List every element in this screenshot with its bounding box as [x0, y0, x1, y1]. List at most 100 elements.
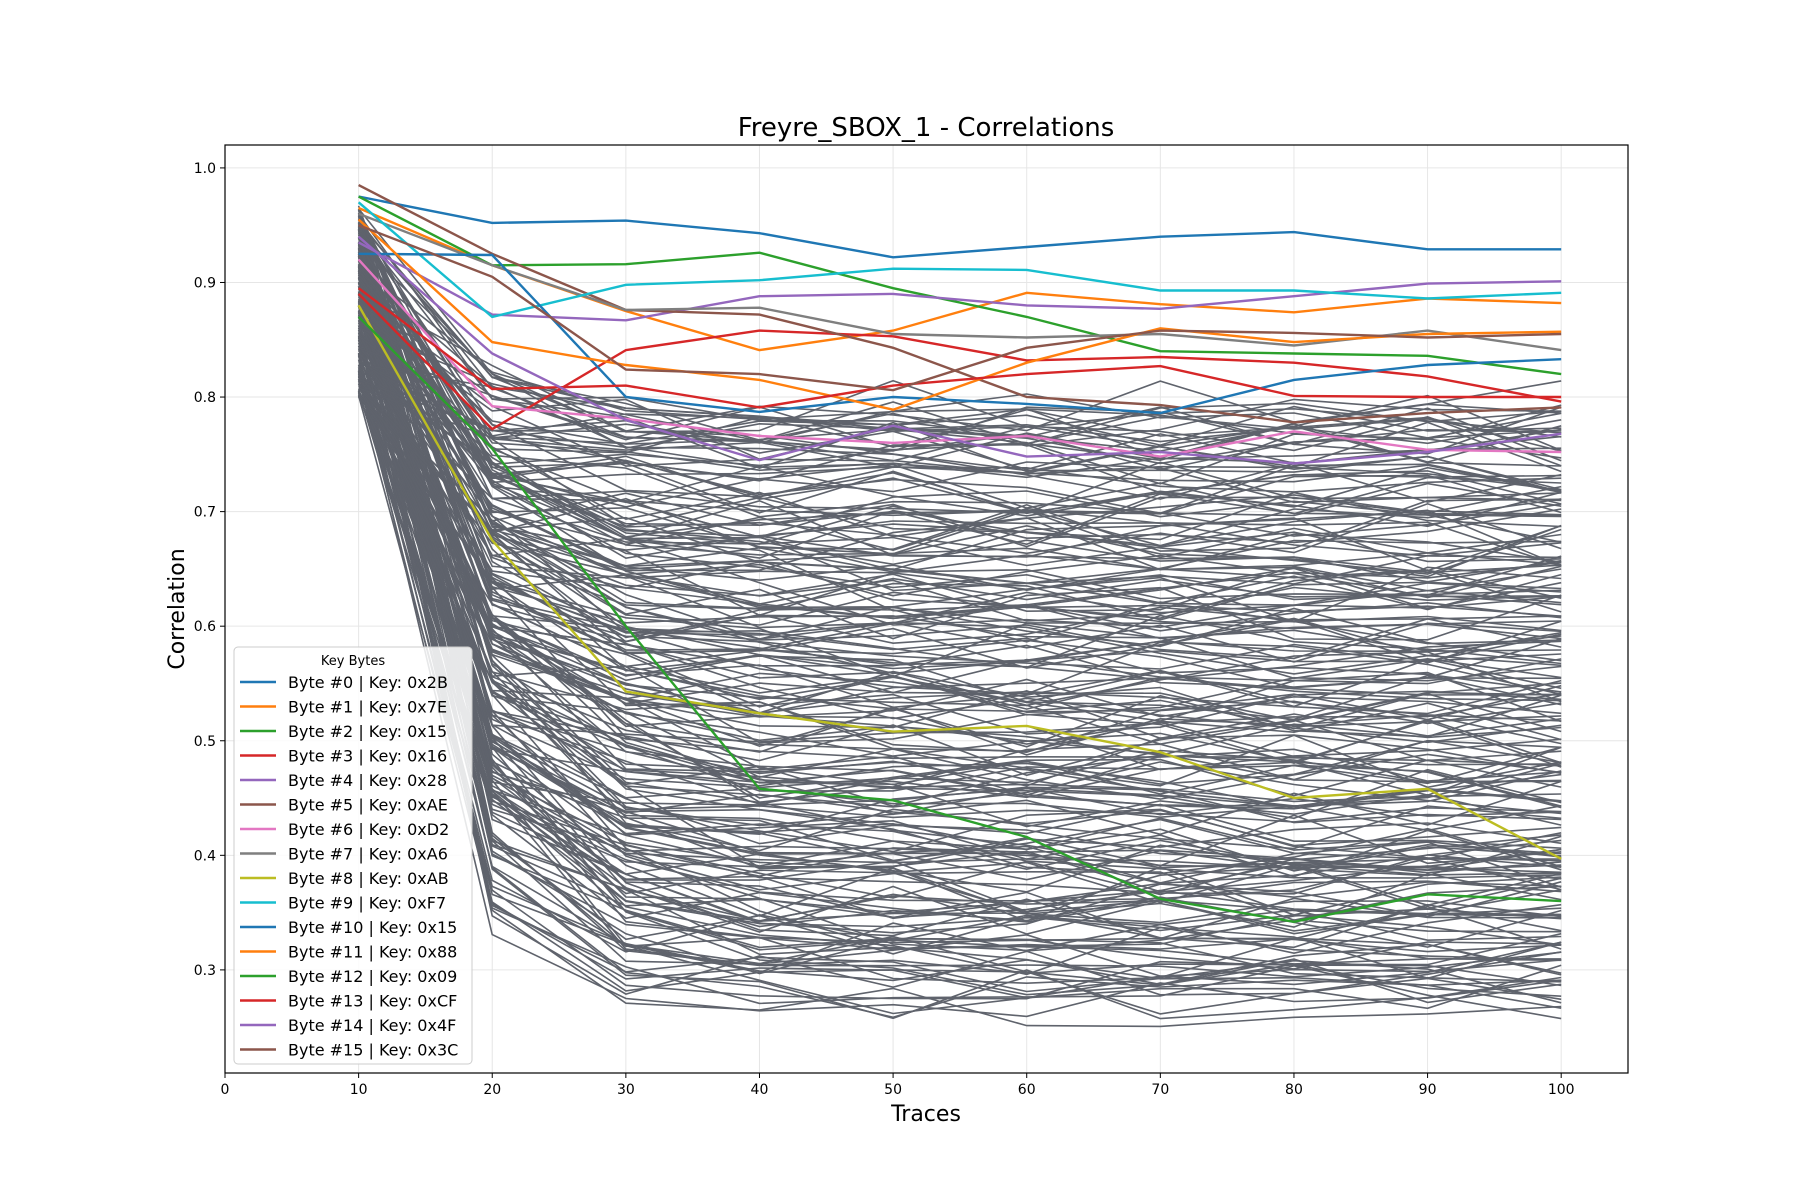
background-trace-line	[357, 225, 1562, 448]
background-trace-line	[357, 286, 1562, 1020]
background-trace-line	[357, 209, 1562, 807]
series-line-byte-14	[357, 235, 1562, 465]
background-trace-line	[357, 376, 1562, 721]
series-line-byte-11	[357, 218, 1562, 411]
background-trace-line	[357, 305, 1562, 807]
legend-item-label: Byte #12 | Key: 0x09	[288, 967, 457, 986]
legend-item-label: Byte #4 | Key: 0x28	[288, 771, 447, 790]
x-tick-label: 20	[483, 1082, 501, 1098]
background-trace-line	[357, 229, 1562, 1015]
background-trace-line	[357, 345, 1562, 797]
background-trace-line	[357, 335, 1562, 986]
x-tick-label: 30	[617, 1082, 635, 1098]
background-trace-line	[357, 303, 1562, 962]
background-trace-line	[357, 241, 1562, 567]
legend-item-label: Byte #15 | Key: 0x3C	[288, 1041, 458, 1060]
x-tick-label: 50	[884, 1082, 902, 1098]
y-tick-label: 0.6	[194, 619, 216, 635]
background-trace-line	[357, 379, 1562, 955]
background-trace-line	[357, 232, 1562, 893]
background-trace-line	[357, 221, 1562, 445]
background-trace-line	[357, 299, 1562, 514]
series-line-byte-10	[358, 252, 1562, 415]
background-trace-line	[357, 316, 1562, 799]
background-trace-line	[357, 215, 1562, 663]
background-trace-line	[357, 244, 1562, 788]
background-trace-line	[358, 297, 1562, 452]
y-tick-label: 0.9	[194, 275, 216, 291]
x-tick-label: 40	[751, 1082, 769, 1098]
y-tick-label: 1.0	[194, 161, 216, 177]
background-trace-line	[357, 256, 1562, 872]
background-trace-line	[357, 266, 1562, 923]
background-trace-line	[357, 376, 1562, 693]
background-trace-line	[357, 243, 1562, 789]
background-trace-line	[357, 244, 1562, 675]
background-trace-line	[357, 301, 1562, 921]
legend-item-label: Byte #10 | Key: 0x15	[288, 918, 457, 937]
background-trace-line	[357, 395, 1562, 1000]
background-trace-line	[357, 253, 1562, 645]
legend-item-label: Byte #1 | Key: 0x7E	[288, 698, 447, 717]
background-trace-line	[357, 252, 1562, 879]
series-line-byte-6	[357, 258, 1562, 458]
series-line-byte-3	[357, 293, 1562, 431]
series-line-byte-8	[357, 304, 1562, 860]
background-trace-line	[357, 248, 1562, 881]
legend-items: Byte #0 | Key: 0x2B Byte #1 | Key: 0x7E By…	[240, 673, 458, 1060]
background-trace-line	[357, 349, 1562, 585]
legend-title: Key Bytes	[321, 654, 385, 669]
background-trace-line	[357, 291, 1562, 1010]
background-trace-line	[357, 371, 1562, 1018]
background-trace-line	[357, 208, 1562, 688]
background-trace-line	[357, 375, 1562, 752]
background-trace-line	[357, 226, 1562, 543]
series-line-byte-9	[357, 201, 1562, 319]
y-tick-label: 0.3	[194, 963, 216, 979]
background-trace-line	[357, 389, 1562, 823]
background-trace-line	[358, 313, 1562, 462]
background-trace-line	[357, 255, 1562, 670]
legend-item-label: Byte #2 | Key: 0x15	[288, 722, 447, 741]
background-trace-line	[357, 276, 1562, 504]
legend-item-label: Byte #3 | Key: 0x16	[288, 747, 447, 766]
background-trace-line	[357, 228, 1562, 473]
background-trace-line	[357, 355, 1562, 914]
background-trace-line	[357, 248, 1562, 641]
y-axis-label: Correlation	[165, 548, 190, 669]
background-trace-line	[358, 385, 1562, 572]
background-trace-line	[357, 352, 1562, 895]
chart-title: Freyre_SBOX_1 - Correlations	[738, 113, 1115, 143]
background-trace-line	[357, 254, 1562, 559]
tick-layer: 0 10 20 30 40 50 60 70 80 90 100 0.3 0.4 0.5 0.6 0.7 0.8…	[194, 161, 1575, 1098]
y-tick-label: 0.7	[194, 505, 216, 521]
background-trace-line	[357, 390, 1562, 782]
background-trace-line	[357, 342, 1562, 824]
background-trace-line	[357, 305, 1562, 996]
background-trace-line	[357, 224, 1562, 735]
series-line-byte-5	[358, 184, 1562, 424]
legend-item-label: Byte #9 | Key: 0xF7	[288, 894, 446, 913]
series-layer	[357, 184, 1562, 924]
background-trace-line	[358, 292, 1562, 432]
legend-item-label: Byte #7 | Key: 0xA6	[288, 845, 448, 864]
y-tick-label: 0.4	[194, 848, 216, 864]
background-trace-line	[357, 339, 1562, 872]
background-trace-line	[357, 257, 1562, 666]
background-trace-line	[357, 283, 1562, 836]
y-tick-label: 0.5	[194, 734, 216, 750]
series-line-byte-2	[358, 195, 1562, 376]
background-trace-line	[357, 305, 1562, 949]
background-trace-line	[357, 377, 1562, 660]
x-tick-label: 90	[1419, 1082, 1437, 1098]
legend-item-label: Byte #0 | Key: 0x2B	[288, 673, 448, 692]
background-trace-line	[357, 371, 1562, 987]
legend-item-label: Byte #8 | Key: 0xAB	[288, 869, 449, 888]
background-trace-line	[357, 247, 1562, 613]
background-trace-line	[357, 288, 1562, 537]
x-tick-label: 100	[1548, 1082, 1575, 1098]
background-trace-line	[357, 325, 1562, 1028]
background-trace-line	[358, 274, 1562, 498]
background-trace-line	[357, 228, 1562, 744]
